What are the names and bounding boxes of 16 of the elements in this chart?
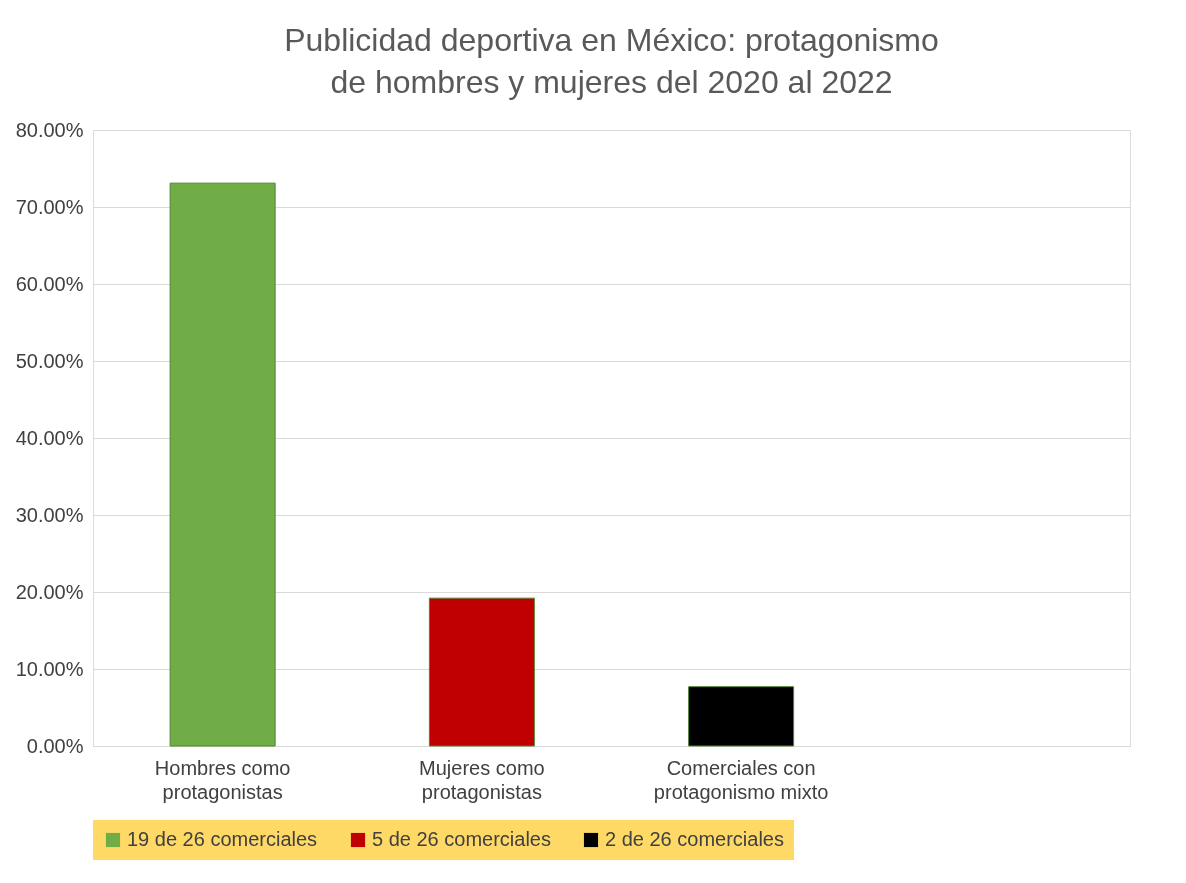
legend-label: 5 de 26 comerciales xyxy=(372,828,551,850)
x-tick-label: Hombres como protagonistas xyxy=(154,756,291,803)
chart-title: Publicidad deportiva en México: protagonismo de hombres y mujeres del 2020 al 2022 xyxy=(284,22,939,100)
y-tick-label: 10.00% xyxy=(15,657,84,680)
y-tick-label: 20.00% xyxy=(15,580,84,603)
y-tick-label: 60.00% xyxy=(15,272,84,295)
y-tick-label: 70.00% xyxy=(15,195,84,218)
legend-label: 19 de 26 comerciales xyxy=(127,828,318,850)
y-tick-label: 0.00% xyxy=(26,734,84,757)
y-tick-label: 40.00% xyxy=(15,426,84,449)
y-tick-label: 30.00% xyxy=(15,503,84,526)
y-tick-label: 80.00% xyxy=(15,118,84,141)
y-tick-label: 50.00% xyxy=(15,349,84,372)
legend-label: 2 de 26 comerciales xyxy=(605,828,784,850)
x-tick-label: Mujeres como protagonistas xyxy=(419,756,545,803)
x-tick-label: Comerciales con protagonismo mixto xyxy=(653,756,829,803)
